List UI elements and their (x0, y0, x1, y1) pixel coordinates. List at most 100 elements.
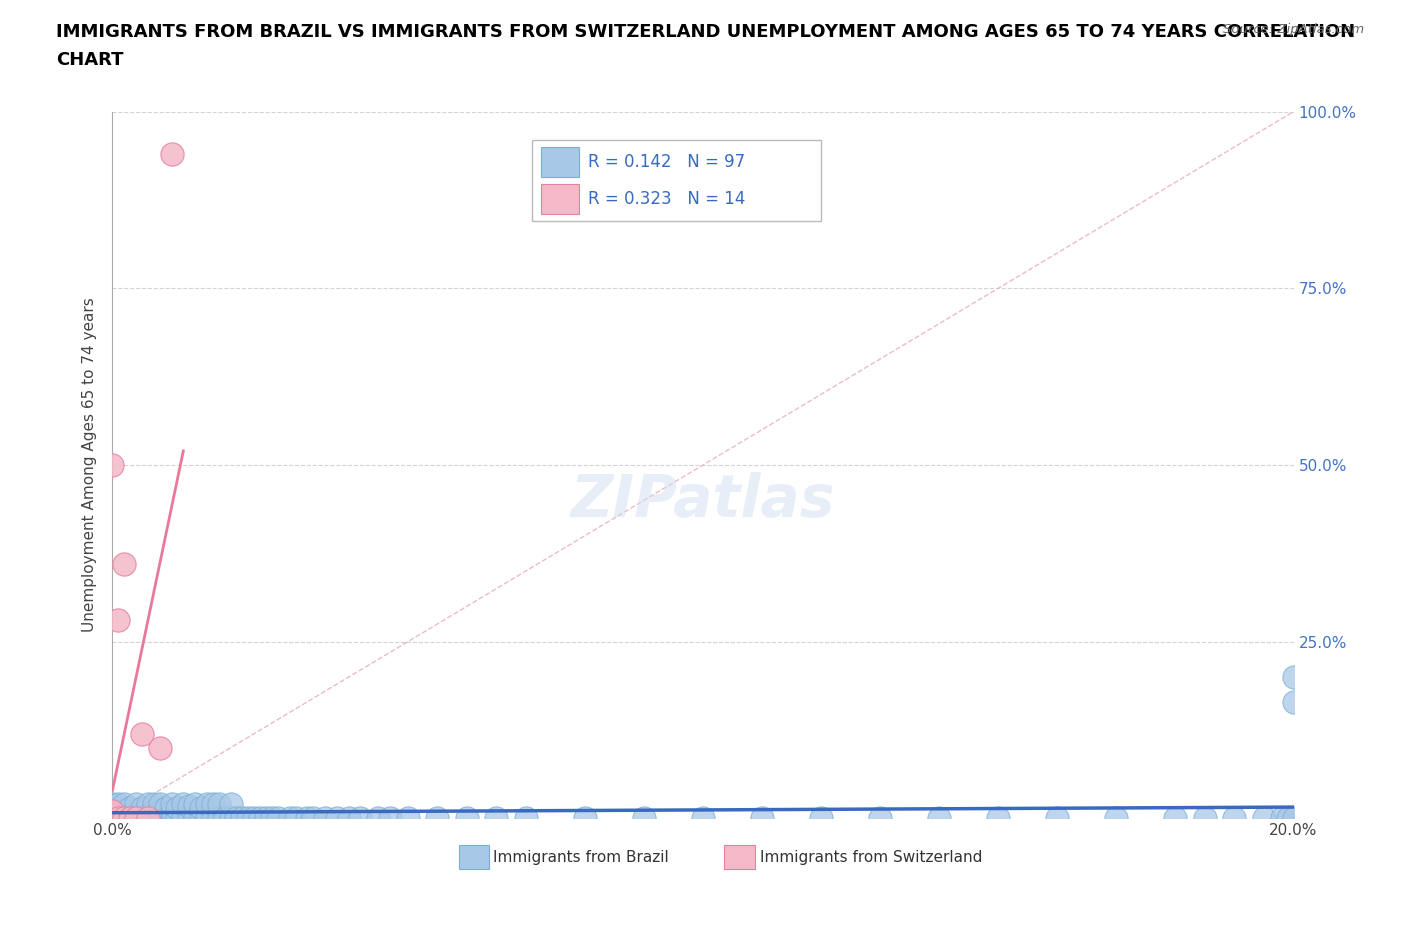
Point (208, 797, 231, 812)
Point (190, 811, 212, 826)
Point (179, 811, 201, 826)
Point (456, 811, 478, 826)
Point (297, 811, 319, 826)
Point (101, 811, 124, 826)
FancyBboxPatch shape (541, 184, 579, 214)
Point (1046, 811, 1069, 826)
Point (378, 811, 401, 826)
Point (190, 801, 212, 816)
Text: Source: ZipAtlas.com: Source: ZipAtlas.com (1223, 23, 1364, 36)
Point (367, 811, 389, 826)
Point (136, 807, 159, 822)
Point (107, 797, 129, 812)
Point (125, 797, 148, 812)
Point (101, 807, 124, 822)
Point (149, 811, 172, 826)
Point (131, 805, 153, 820)
Point (928, 811, 950, 826)
Point (633, 811, 655, 826)
Point (160, 797, 183, 812)
Text: R = 0.142   N = 97: R = 0.142 N = 97 (589, 153, 745, 171)
Point (426, 811, 449, 826)
Point (160, 804, 183, 818)
Point (172, 811, 194, 826)
Text: ZIPatlas: ZIPatlas (571, 472, 835, 529)
Point (136, 811, 159, 826)
Point (231, 811, 253, 826)
Point (125, 811, 148, 826)
Point (1105, 811, 1128, 826)
Point (1282, 811, 1305, 826)
Point (987, 811, 1010, 826)
Point (101, 804, 124, 818)
Point (149, 740, 172, 755)
Point (1277, 811, 1299, 826)
Point (101, 804, 124, 818)
Point (131, 801, 153, 816)
Point (136, 811, 159, 826)
Point (172, 797, 194, 812)
Point (101, 801, 124, 816)
Point (107, 811, 129, 826)
FancyBboxPatch shape (724, 845, 755, 870)
Point (284, 811, 307, 826)
Point (112, 804, 135, 818)
Text: CHART: CHART (56, 51, 124, 69)
Y-axis label: Unemployment Among Ages 65 to 74 years: Unemployment Among Ages 65 to 74 years (82, 298, 97, 632)
Point (120, 811, 142, 826)
Point (260, 811, 283, 826)
Point (112, 556, 135, 571)
Point (125, 811, 148, 826)
Point (120, 811, 142, 826)
Point (136, 797, 159, 812)
Point (131, 811, 153, 826)
Point (112, 811, 135, 826)
Point (1271, 811, 1294, 826)
Point (166, 811, 188, 826)
Point (112, 807, 135, 822)
Point (101, 807, 124, 822)
Point (184, 811, 207, 826)
Point (125, 807, 148, 822)
Point (112, 797, 135, 812)
Point (1164, 811, 1187, 826)
Text: Immigrants from Brazil: Immigrants from Brazil (492, 850, 668, 865)
Point (120, 807, 142, 822)
Point (107, 613, 129, 628)
Point (155, 811, 177, 826)
Point (107, 804, 129, 818)
Point (112, 811, 135, 826)
Point (101, 811, 124, 826)
Point (142, 811, 165, 826)
Point (302, 811, 325, 826)
Point (225, 811, 247, 826)
Point (195, 797, 218, 812)
Point (574, 811, 596, 826)
Point (396, 811, 419, 826)
Point (184, 797, 207, 812)
FancyBboxPatch shape (531, 140, 821, 221)
Point (160, 147, 183, 162)
Point (201, 811, 224, 826)
Point (149, 804, 172, 818)
Point (254, 811, 277, 826)
Point (314, 811, 336, 826)
Point (166, 801, 188, 816)
Point (131, 726, 153, 741)
Point (1282, 670, 1305, 684)
Point (485, 811, 508, 826)
FancyBboxPatch shape (541, 147, 579, 177)
Text: IMMIGRANTS FROM BRAZIL VS IMMIGRANTS FROM SWITZERLAND UNEMPLOYMENT AMONG AGES 65: IMMIGRANTS FROM BRAZIL VS IMMIGRANTS FRO… (56, 23, 1355, 41)
Point (810, 811, 832, 826)
Point (249, 811, 271, 826)
Point (238, 811, 260, 826)
Point (179, 798, 201, 813)
Point (219, 797, 242, 812)
Point (869, 811, 891, 826)
Point (201, 797, 224, 812)
Point (349, 811, 371, 826)
Point (278, 811, 301, 826)
Point (160, 811, 183, 826)
Point (142, 804, 165, 818)
Text: Immigrants from Switzerland: Immigrants from Switzerland (759, 850, 981, 865)
